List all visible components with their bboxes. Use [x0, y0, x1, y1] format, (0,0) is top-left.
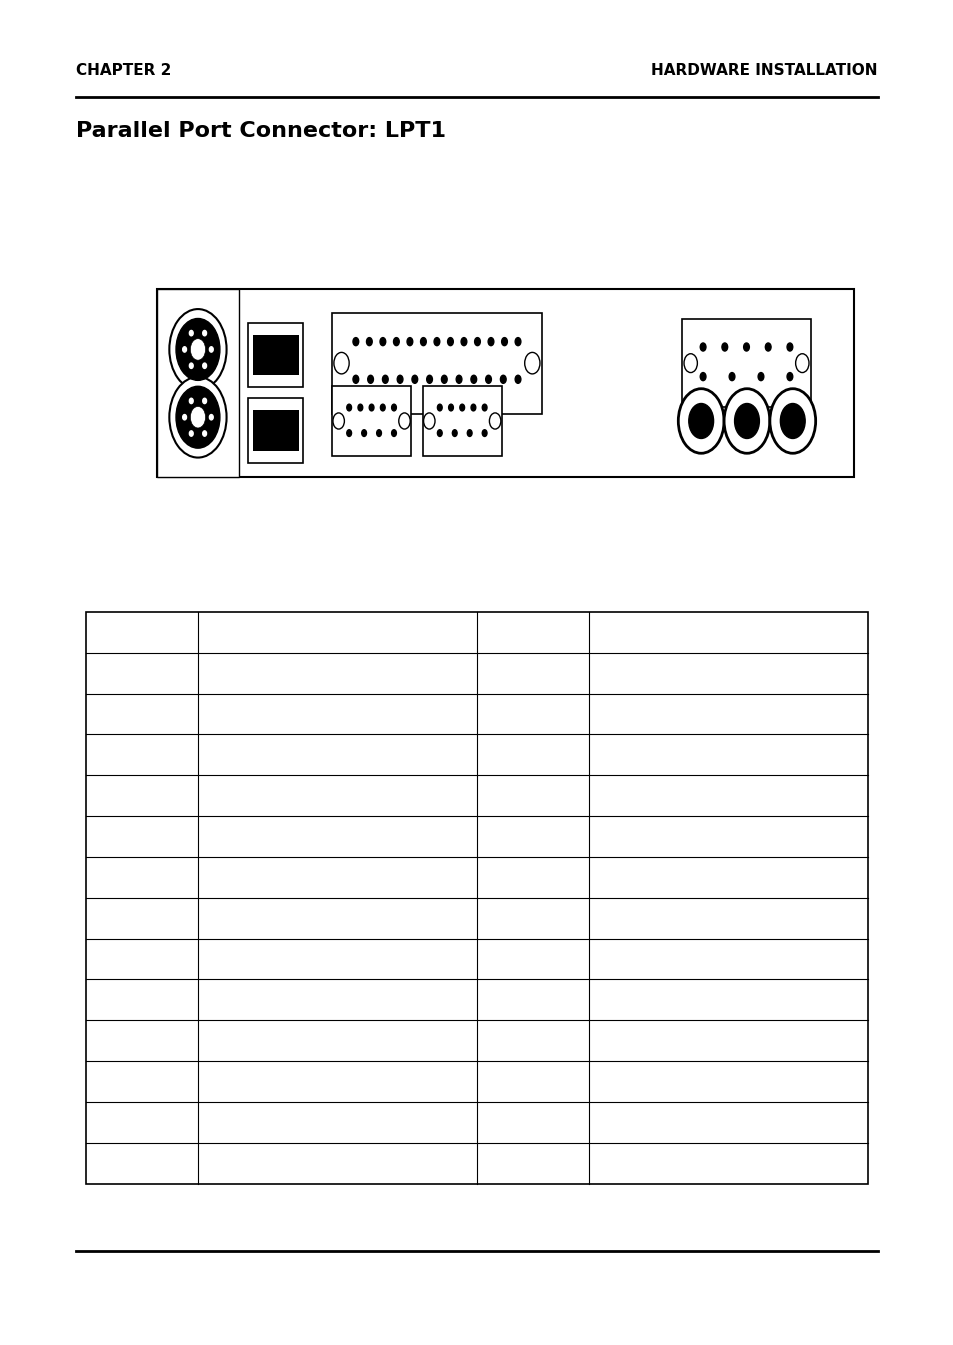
Circle shape — [420, 338, 426, 346]
Circle shape — [769, 389, 815, 453]
Circle shape — [190, 406, 206, 428]
Circle shape — [353, 338, 358, 346]
Bar — [681, 320, 810, 406]
Circle shape — [203, 363, 206, 369]
Circle shape — [436, 405, 441, 412]
Circle shape — [423, 413, 435, 429]
Circle shape — [407, 338, 413, 346]
Circle shape — [346, 405, 351, 412]
Bar — [248, 398, 303, 463]
Circle shape — [471, 405, 476, 412]
Circle shape — [456, 375, 461, 383]
Bar — [248, 323, 303, 387]
Bar — [253, 410, 298, 451]
Circle shape — [170, 377, 227, 457]
Bar — [253, 335, 298, 375]
Circle shape — [175, 386, 219, 448]
Circle shape — [379, 338, 385, 346]
Circle shape — [436, 430, 441, 436]
Bar — [86, 612, 867, 1184]
Circle shape — [467, 430, 472, 436]
Circle shape — [175, 319, 219, 381]
Circle shape — [190, 339, 206, 360]
Text: HARDWARE INSTALLATION: HARDWARE INSTALLATION — [651, 63, 877, 78]
Circle shape — [393, 338, 398, 346]
Circle shape — [189, 363, 193, 369]
Circle shape — [441, 375, 447, 383]
Circle shape — [334, 352, 349, 374]
Circle shape — [183, 347, 186, 352]
Circle shape — [367, 375, 373, 383]
Circle shape — [189, 430, 193, 436]
Circle shape — [764, 343, 770, 351]
Bar — [332, 386, 411, 456]
Circle shape — [183, 414, 186, 420]
Circle shape — [380, 405, 385, 412]
Circle shape — [203, 331, 206, 336]
Circle shape — [391, 430, 396, 436]
Text: Parallel Port Connector: LPT1: Parallel Port Connector: LPT1 — [76, 121, 446, 141]
Circle shape — [459, 405, 464, 412]
Circle shape — [524, 352, 539, 374]
Circle shape — [678, 389, 723, 453]
Circle shape — [786, 373, 792, 381]
Circle shape — [795, 354, 808, 373]
Circle shape — [515, 375, 520, 383]
Circle shape — [426, 375, 432, 383]
Circle shape — [333, 413, 344, 429]
Circle shape — [481, 405, 486, 412]
Circle shape — [170, 309, 227, 390]
Circle shape — [203, 430, 206, 436]
Circle shape — [721, 343, 727, 351]
Circle shape — [460, 338, 466, 346]
Circle shape — [515, 338, 520, 346]
Text: CHAPTER 2: CHAPTER 2 — [76, 63, 172, 78]
Circle shape — [369, 405, 374, 412]
Circle shape — [203, 398, 206, 404]
Bar — [157, 289, 238, 477]
Circle shape — [366, 338, 372, 346]
Circle shape — [391, 405, 396, 412]
Circle shape — [357, 405, 362, 412]
Circle shape — [448, 405, 453, 412]
Circle shape — [683, 354, 697, 373]
Circle shape — [353, 375, 358, 383]
Circle shape — [189, 331, 193, 336]
Circle shape — [786, 343, 792, 351]
Circle shape — [398, 413, 410, 429]
Circle shape — [189, 398, 193, 404]
Circle shape — [780, 404, 804, 438]
Circle shape — [489, 413, 500, 429]
Bar — [157, 289, 853, 477]
Circle shape — [500, 375, 506, 383]
Circle shape — [412, 375, 417, 383]
Circle shape — [743, 343, 749, 351]
Circle shape — [481, 430, 486, 436]
Bar — [422, 386, 501, 456]
Circle shape — [396, 375, 402, 383]
Circle shape — [471, 375, 476, 383]
Circle shape — [434, 338, 439, 346]
Circle shape — [700, 373, 705, 381]
Circle shape — [758, 373, 763, 381]
Circle shape — [688, 404, 713, 438]
Circle shape — [734, 404, 759, 438]
Circle shape — [700, 343, 705, 351]
Bar — [332, 313, 541, 414]
Circle shape — [723, 389, 769, 453]
Circle shape — [447, 338, 453, 346]
Circle shape — [501, 338, 507, 346]
Circle shape — [474, 338, 479, 346]
Circle shape — [485, 375, 491, 383]
Circle shape — [210, 347, 213, 352]
Circle shape — [361, 430, 366, 436]
Circle shape — [346, 430, 351, 436]
Circle shape — [452, 430, 456, 436]
Circle shape — [728, 373, 734, 381]
Circle shape — [488, 338, 494, 346]
Circle shape — [382, 375, 388, 383]
Circle shape — [210, 414, 213, 420]
Circle shape — [376, 430, 381, 436]
